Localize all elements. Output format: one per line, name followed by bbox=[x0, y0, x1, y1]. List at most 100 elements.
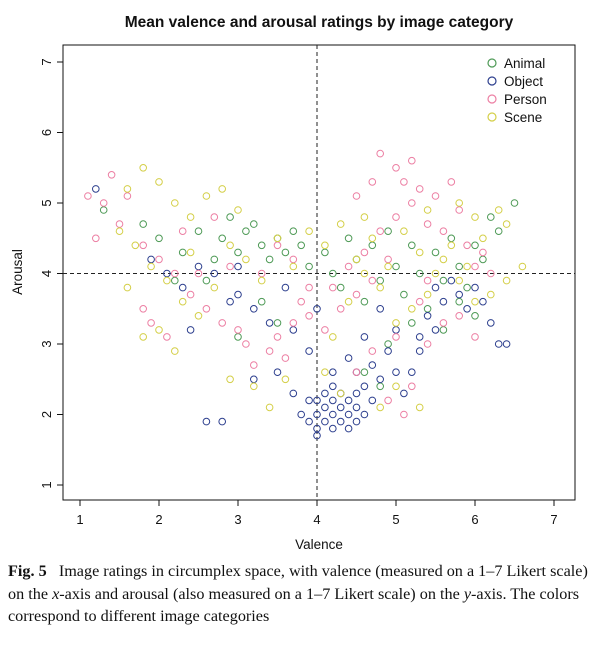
data-point bbox=[178, 297, 187, 306]
data-point bbox=[344, 354, 353, 362]
data-point bbox=[415, 185, 424, 193]
data-point bbox=[329, 382, 337, 391]
data-point bbox=[487, 269, 495, 278]
data-point bbox=[186, 290, 195, 299]
data-point bbox=[250, 375, 258, 384]
data-point bbox=[234, 206, 242, 214]
data-point bbox=[455, 199, 464, 207]
data-point bbox=[202, 192, 211, 200]
data-point bbox=[336, 283, 345, 292]
data-point bbox=[242, 340, 250, 348]
data-point bbox=[147, 262, 155, 271]
data-point bbox=[352, 389, 361, 398]
data-point bbox=[439, 326, 448, 334]
data-point bbox=[321, 389, 329, 398]
data-point bbox=[289, 319, 298, 327]
data-point bbox=[423, 305, 432, 313]
data-point bbox=[273, 333, 282, 341]
data-point bbox=[321, 326, 329, 334]
data-point bbox=[99, 199, 108, 207]
data-point bbox=[186, 213, 195, 221]
legend-marker bbox=[487, 76, 497, 86]
data-point bbox=[297, 410, 306, 419]
data-point bbox=[186, 326, 195, 334]
data-point bbox=[202, 417, 211, 426]
data-point bbox=[178, 248, 187, 257]
data-point bbox=[171, 269, 179, 278]
data-point bbox=[265, 319, 274, 327]
caption-body: Image ratings in circumplex space, with … bbox=[8, 562, 588, 625]
data-point bbox=[305, 417, 313, 426]
data-point bbox=[178, 227, 187, 235]
data-point bbox=[423, 206, 432, 214]
data-point bbox=[471, 241, 479, 250]
data-point bbox=[305, 262, 313, 271]
data-point bbox=[487, 290, 495, 299]
data-point bbox=[163, 333, 171, 341]
data-point bbox=[360, 333, 369, 341]
data-point bbox=[344, 234, 353, 243]
data-point bbox=[463, 262, 471, 271]
data-point bbox=[431, 326, 440, 334]
data-point bbox=[376, 227, 385, 235]
data-point bbox=[329, 269, 337, 278]
data-point bbox=[368, 276, 377, 285]
data-point bbox=[139, 305, 147, 313]
data-point bbox=[392, 164, 400, 172]
data-point bbox=[155, 234, 163, 243]
data-point bbox=[376, 283, 385, 292]
data-point bbox=[415, 248, 424, 257]
data-point bbox=[368, 178, 377, 186]
data-point bbox=[447, 241, 456, 250]
caption-axis-term: y-axis bbox=[463, 584, 503, 603]
legend-marker bbox=[487, 94, 497, 104]
data-point bbox=[92, 185, 100, 193]
data-point bbox=[455, 206, 464, 214]
data-point bbox=[502, 220, 511, 228]
data-point bbox=[423, 276, 432, 285]
data-point bbox=[376, 276, 385, 285]
data-point bbox=[431, 248, 440, 257]
data-point bbox=[471, 333, 479, 341]
data-point bbox=[392, 368, 400, 377]
data-point bbox=[439, 297, 448, 306]
data-point bbox=[471, 262, 479, 271]
data-point bbox=[273, 368, 282, 377]
data-point bbox=[336, 220, 345, 228]
data-point bbox=[226, 241, 234, 250]
data-point bbox=[281, 248, 290, 257]
data-point bbox=[289, 389, 298, 398]
data-point bbox=[234, 248, 242, 257]
y-axis-label: Arousal bbox=[10, 249, 25, 295]
data-point bbox=[329, 368, 337, 377]
data-point bbox=[400, 227, 408, 235]
data-point bbox=[352, 403, 361, 412]
data-point bbox=[250, 382, 258, 391]
data-point bbox=[218, 417, 226, 426]
x-axis-label: Valence bbox=[295, 537, 343, 552]
data-point bbox=[352, 290, 361, 299]
data-point bbox=[329, 396, 337, 405]
data-point bbox=[471, 213, 479, 221]
scatter-chart: Mean valence and arousal ratings by imag… bbox=[10, 14, 576, 552]
data-point bbox=[155, 326, 163, 334]
data-point bbox=[305, 227, 313, 235]
data-point bbox=[479, 297, 487, 306]
data-point bbox=[360, 248, 369, 257]
data-point bbox=[155, 255, 163, 264]
plot-frame bbox=[62, 44, 576, 501]
data-point bbox=[408, 305, 416, 313]
data-point bbox=[289, 262, 298, 271]
data-point bbox=[447, 276, 456, 285]
data-point bbox=[455, 276, 464, 285]
data-point bbox=[415, 297, 424, 306]
data-point bbox=[384, 340, 392, 348]
data-point bbox=[455, 312, 464, 320]
data-point bbox=[360, 368, 369, 377]
legend-label: Animal bbox=[504, 56, 545, 71]
data-point bbox=[194, 269, 203, 278]
data-point bbox=[463, 283, 471, 292]
data-point bbox=[487, 319, 495, 327]
data-point bbox=[155, 178, 163, 186]
data-point bbox=[289, 255, 298, 264]
